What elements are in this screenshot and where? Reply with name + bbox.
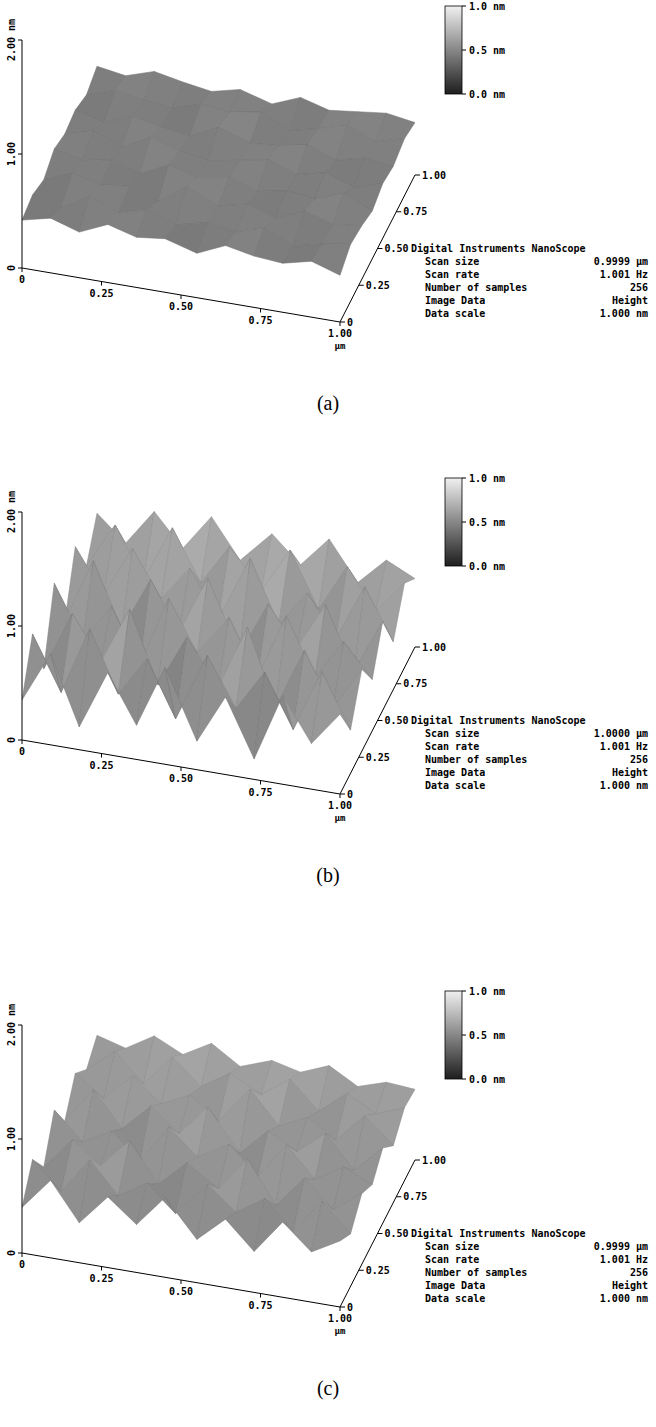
svg-text:0.75: 0.75 xyxy=(248,787,272,798)
svg-text:1.001 Hz: 1.001 Hz xyxy=(600,741,648,752)
svg-text:0: 0 xyxy=(347,1302,353,1313)
svg-text:Height: Height xyxy=(612,295,648,306)
svg-text:0.5 nm: 0.5 nm xyxy=(469,45,505,56)
svg-text:0: 0 xyxy=(19,274,25,285)
svg-text:(b): (b) xyxy=(316,864,339,887)
svg-text:1.000 nm: 1.000 nm xyxy=(600,1293,648,1304)
svg-text:0: 0 xyxy=(347,789,353,800)
svg-text:0.0 nm: 0.0 nm xyxy=(469,561,505,572)
svg-text:0.0 nm: 0.0 nm xyxy=(469,89,505,100)
svg-text:Data scale: Data scale xyxy=(425,1293,485,1304)
svg-text:Scan size: Scan size xyxy=(425,256,479,267)
svg-text:Height: Height xyxy=(612,1280,648,1291)
svg-text:µm: µm xyxy=(335,1326,346,1336)
svg-text:256: 256 xyxy=(630,282,648,293)
svg-text:1.0000 µm: 1.0000 µm xyxy=(594,728,648,739)
svg-text:1.00: 1.00 xyxy=(422,170,446,181)
svg-text:2.00 nm: 2.00 nm xyxy=(6,19,17,61)
svg-text:1.00: 1.00 xyxy=(328,328,352,339)
svg-text:0.25: 0.25 xyxy=(366,1265,390,1276)
svg-text:0.50: 0.50 xyxy=(169,773,193,784)
svg-text:0.75: 0.75 xyxy=(248,315,272,326)
svg-text:(a): (a) xyxy=(317,392,339,415)
svg-text:0.50: 0.50 xyxy=(169,1286,193,1297)
svg-text:0.50: 0.50 xyxy=(385,1228,409,1239)
svg-text:0.9999 µm: 0.9999 µm xyxy=(594,1241,648,1252)
svg-text:Digital Instruments NanoScope: Digital Instruments NanoScope xyxy=(411,715,586,726)
svg-text:1.00: 1.00 xyxy=(328,800,352,811)
svg-text:0.75: 0.75 xyxy=(403,1191,427,1202)
svg-text:0.50: 0.50 xyxy=(169,301,193,312)
svg-text:(c): (c) xyxy=(317,1377,339,1400)
svg-text:0.5 nm: 0.5 nm xyxy=(469,1030,505,1041)
svg-text:Scan size: Scan size xyxy=(425,1241,479,1252)
svg-text:1.001 Hz: 1.001 Hz xyxy=(600,1254,648,1265)
svg-text:2.00 nm: 2.00 nm xyxy=(6,491,17,533)
svg-text:Image Data: Image Data xyxy=(425,1280,485,1291)
svg-text:0.25: 0.25 xyxy=(89,760,113,771)
svg-text:1.00: 1.00 xyxy=(6,142,17,166)
svg-text:Image Data: Image Data xyxy=(425,295,485,306)
svg-text:Data scale: Data scale xyxy=(425,780,485,791)
svg-text:256: 256 xyxy=(630,1267,648,1278)
svg-text:0.9999 µm: 0.9999 µm xyxy=(594,256,648,267)
svg-text:1.00: 1.00 xyxy=(6,1127,17,1151)
svg-text:1.00: 1.00 xyxy=(422,642,446,653)
svg-text:0: 0 xyxy=(347,317,353,328)
svg-text:0: 0 xyxy=(6,265,17,271)
svg-text:0.5 nm: 0.5 nm xyxy=(469,517,505,528)
svg-text:1.00: 1.00 xyxy=(6,614,17,638)
svg-text:1.00: 1.00 xyxy=(328,1313,352,1324)
svg-text:Height: Height xyxy=(612,767,648,778)
svg-text:1.000 nm: 1.000 nm xyxy=(600,308,648,319)
svg-text:0: 0 xyxy=(19,1259,25,1270)
svg-text:Scan rate: Scan rate xyxy=(425,741,479,752)
svg-text:0: 0 xyxy=(19,746,25,757)
svg-text:Scan rate: Scan rate xyxy=(425,269,479,280)
svg-text:Digital Instruments NanoScope: Digital Instruments NanoScope xyxy=(411,1228,586,1239)
svg-text:µm: µm xyxy=(335,813,346,823)
svg-text:0.25: 0.25 xyxy=(89,288,113,299)
svg-text:2.00 nm: 2.00 nm xyxy=(6,1004,17,1046)
svg-text:0: 0 xyxy=(6,737,17,743)
svg-text:1.00: 1.00 xyxy=(422,1155,446,1166)
svg-text:Number of samples: Number of samples xyxy=(425,1267,527,1278)
svg-text:µm: µm xyxy=(335,341,346,351)
svg-text:0.25: 0.25 xyxy=(366,280,390,291)
svg-text:Image Data: Image Data xyxy=(425,767,485,778)
svg-text:Scan size: Scan size xyxy=(425,728,479,739)
svg-text:0.0 nm: 0.0 nm xyxy=(469,1074,505,1085)
svg-text:256: 256 xyxy=(630,754,648,765)
svg-text:0.25: 0.25 xyxy=(89,1273,113,1284)
svg-text:1.0 nm: 1.0 nm xyxy=(469,473,505,484)
svg-text:0.50: 0.50 xyxy=(385,715,409,726)
svg-text:Data scale: Data scale xyxy=(425,308,485,319)
svg-text:0.25: 0.25 xyxy=(366,752,390,763)
svg-text:0.75: 0.75 xyxy=(248,1300,272,1311)
svg-text:Number of samples: Number of samples xyxy=(425,282,527,293)
svg-text:1.0 nm: 1.0 nm xyxy=(469,1,505,12)
svg-text:0.50: 0.50 xyxy=(385,243,409,254)
svg-text:1.001 Hz: 1.001 Hz xyxy=(600,269,648,280)
svg-text:0.75: 0.75 xyxy=(403,206,427,217)
svg-text:1.000 nm: 1.000 nm xyxy=(600,780,648,791)
svg-text:Number of samples: Number of samples xyxy=(425,754,527,765)
svg-text:Digital Instruments NanoScope: Digital Instruments NanoScope xyxy=(411,243,586,254)
svg-text:1.0 nm: 1.0 nm xyxy=(469,986,505,997)
svg-text:0.75: 0.75 xyxy=(403,678,427,689)
svg-text:0: 0 xyxy=(6,1250,17,1256)
svg-text:Scan rate: Scan rate xyxy=(425,1254,479,1265)
